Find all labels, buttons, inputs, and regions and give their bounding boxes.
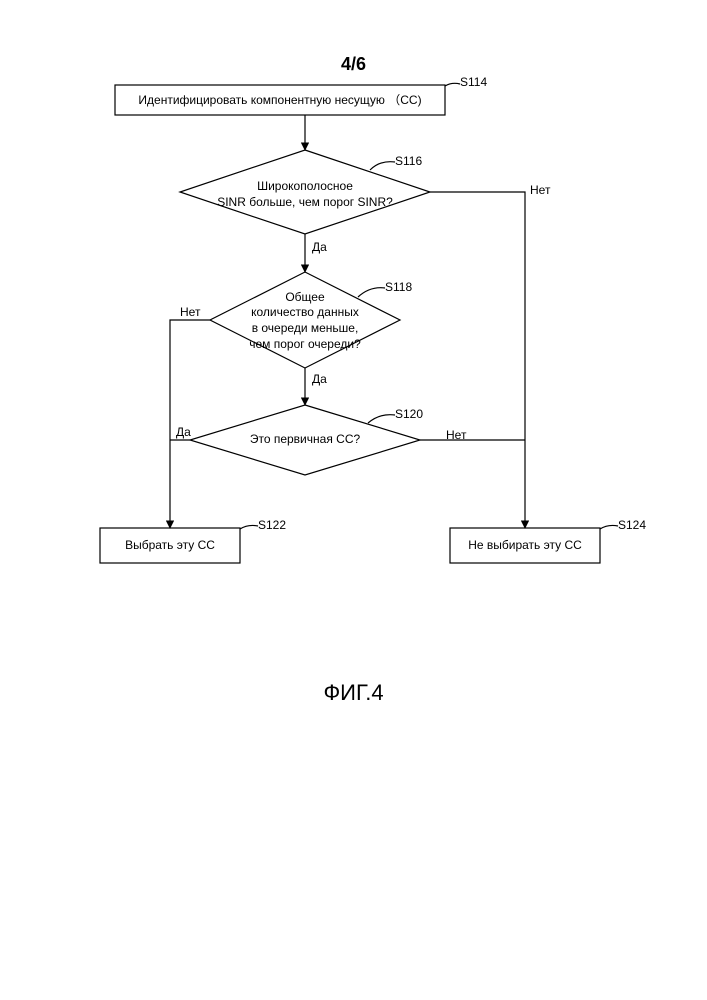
- text-s118-l1: Общее: [285, 290, 324, 306]
- text-s116-l1: Широкополосное: [257, 179, 353, 195]
- text-s124: Не выбирать эту CC: [450, 528, 600, 563]
- figure-caption: ФИГ.4: [0, 680, 707, 706]
- label-s118: S118: [385, 280, 412, 294]
- label-s122: S122: [258, 518, 286, 532]
- edge-s118-yes: Да: [312, 372, 327, 386]
- text-s116-l2: SINR больше, чем порог SINR?: [217, 195, 393, 211]
- edge-s116-yes: Да: [312, 240, 327, 254]
- label-s120: S120: [395, 407, 423, 421]
- edge-s120-no: Нет: [446, 428, 466, 442]
- text-s122: Выбрать эту CC: [100, 528, 240, 563]
- label-s114: S114: [460, 75, 487, 89]
- edge-s116-no: Нет: [530, 183, 550, 197]
- text-s116: Широкополосное SINR больше, чем порог SI…: [205, 165, 405, 225]
- text-s118-l4: чем порог очереди?: [249, 337, 361, 353]
- text-s114: Идентифицировать компонентную несущую （C…: [115, 85, 445, 115]
- label-s124: S124: [618, 518, 646, 532]
- flowchart-svg: [0, 0, 707, 1000]
- edge-s120-yes: Да: [176, 425, 191, 439]
- text-s118-l2: количество данных: [251, 305, 359, 321]
- text-s118: Общее количество данных в очереди меньше…: [225, 287, 385, 355]
- page: 4/6: [0, 0, 707, 1000]
- edge-s118-no: Нет: [180, 305, 200, 319]
- text-s120: Это первичная CC?: [215, 425, 395, 455]
- text-s118-l3: в очереди меньше,: [252, 321, 359, 337]
